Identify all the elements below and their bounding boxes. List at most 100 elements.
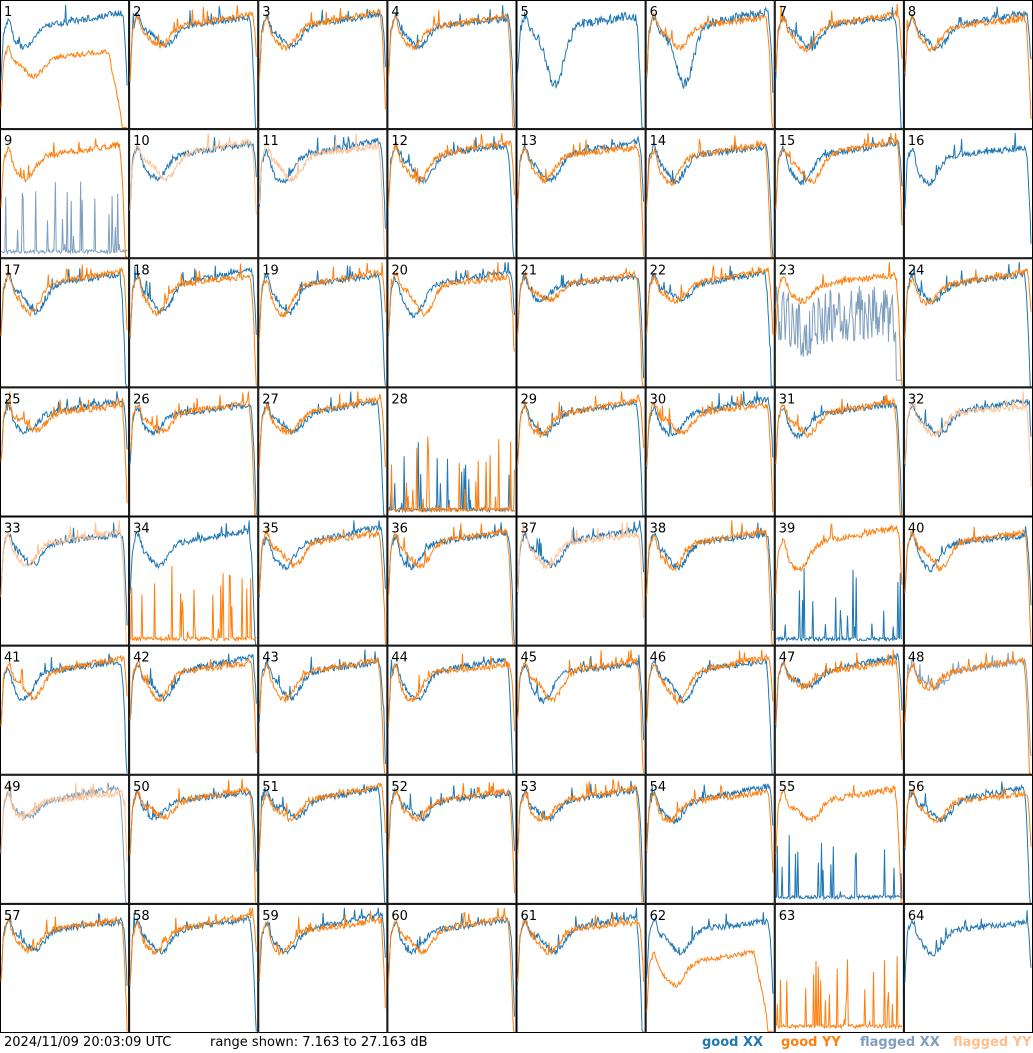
panel-number: 37	[521, 522, 538, 537]
series-yy-27	[258, 391, 386, 470]
panel-frame	[387, 258, 517, 388]
panel-10: 10	[129, 129, 259, 259]
panel-35: 35	[258, 516, 388, 646]
footer: 2024/11/09 20:03:09 UTC range shown: 7.1…	[0, 1033, 1033, 1053]
series-yy-38	[646, 520, 773, 645]
series-yy-28	[387, 436, 515, 514]
legend-good-xx: good XX	[702, 1035, 764, 1050]
series-yy-24	[904, 267, 1032, 340]
panel-14: 14	[645, 129, 775, 259]
series-yy-13	[517, 139, 645, 257]
panel-frame	[774, 516, 904, 646]
panel-27: 27	[258, 387, 388, 517]
panel-frame	[903, 0, 1033, 130]
series-yy-1	[0, 45, 128, 128]
series-xx-38	[646, 522, 774, 631]
panel-44: 44	[387, 645, 517, 775]
panel-number: 33	[4, 522, 21, 537]
panel-frame	[258, 903, 388, 1033]
panel-number: 54	[650, 780, 667, 795]
panel-1: 1	[0, 0, 130, 130]
series-xx-49	[0, 782, 128, 903]
panel-number: 42	[133, 651, 150, 666]
series-yy-59	[258, 910, 386, 1009]
series-yy-29	[517, 391, 645, 468]
panel-19: 19	[258, 258, 388, 388]
panel-53: 53	[516, 774, 646, 904]
panel-frame	[774, 129, 904, 259]
panel-number: 8	[908, 5, 916, 20]
series-xx-46	[646, 656, 773, 774]
panel-48: 48	[903, 645, 1033, 775]
panel-number: 22	[650, 263, 667, 278]
series-yy-50	[129, 778, 257, 903]
series-xx-59	[258, 907, 386, 982]
panel-number: 60	[391, 909, 408, 924]
series-xx-55	[775, 834, 903, 901]
series-xx-62	[646, 912, 774, 994]
panel-29: 29	[516, 387, 646, 517]
series-yy-39	[775, 523, 903, 595]
panel-13: 13	[516, 129, 646, 259]
panel-number: 32	[908, 392, 925, 407]
panel-frame	[258, 645, 388, 775]
series-xx-14	[646, 141, 774, 257]
series-yy-33	[0, 520, 128, 645]
panel-number: 12	[391, 134, 408, 149]
panel-number: 16	[908, 134, 925, 149]
panel-number: 20	[391, 263, 408, 278]
series-xx-7	[775, 7, 902, 128]
panel-number: 50	[133, 780, 150, 795]
panel-number: 28	[391, 392, 408, 407]
series-yy-36	[387, 523, 515, 645]
series-xx-52	[387, 785, 515, 852]
panel-23: 23	[774, 258, 904, 388]
panel-26: 26	[129, 387, 259, 517]
panel-20: 20	[387, 258, 517, 388]
panel-28: 28	[387, 387, 517, 517]
series-yy-22	[646, 265, 774, 335]
series-yy-18	[129, 263, 257, 386]
series-yy-23	[775, 262, 903, 386]
panel-43: 43	[258, 645, 388, 775]
panel-number: 59	[262, 909, 279, 924]
legend-flagged-xx: flagged XX	[860, 1035, 940, 1050]
panel-34: 34	[129, 516, 259, 646]
panel-number: 49	[4, 780, 21, 795]
series-yy-51	[258, 782, 386, 854]
panel-9: 9	[0, 129, 130, 259]
panel-30: 30	[645, 387, 775, 517]
panel-number: 40	[908, 522, 925, 537]
panel-39: 39	[774, 516, 904, 646]
series-yy-7	[775, 3, 903, 73]
series-yy-41	[0, 655, 128, 727]
series-yy-42	[129, 657, 257, 754]
series-yy-8	[904, 12, 1032, 120]
panel-22: 22	[645, 258, 775, 388]
panel-number: 63	[779, 909, 796, 924]
panel-frame	[387, 774, 517, 904]
panel-number: 36	[391, 522, 408, 537]
panel-frame	[129, 0, 259, 130]
panel-number: 46	[650, 651, 667, 666]
series-yy-43	[258, 657, 386, 774]
series-xx-36	[387, 522, 515, 645]
panel-number: 48	[908, 651, 925, 666]
series-yy-35	[258, 528, 386, 645]
panel-number: 61	[521, 909, 538, 924]
panel-frame	[774, 903, 904, 1033]
panel-17: 17	[0, 258, 130, 388]
panel-4: 4	[387, 0, 517, 130]
series-xx-64	[904, 910, 1032, 983]
panel-number: 4	[391, 5, 399, 20]
panel-56: 56	[903, 774, 1033, 904]
series-yy-49	[0, 779, 128, 862]
series-yy-34	[129, 565, 257, 643]
series-yy-12	[387, 132, 515, 209]
panel-40: 40	[903, 516, 1033, 646]
panel-58: 58	[129, 903, 259, 1033]
series-yy-11	[258, 133, 386, 258]
panel-frame	[258, 258, 388, 388]
series-xx-12	[387, 136, 515, 258]
